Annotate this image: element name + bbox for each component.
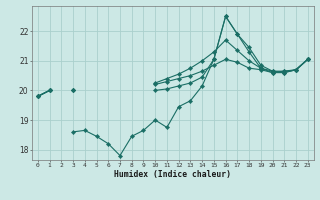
X-axis label: Humidex (Indice chaleur): Humidex (Indice chaleur): [114, 170, 231, 179]
